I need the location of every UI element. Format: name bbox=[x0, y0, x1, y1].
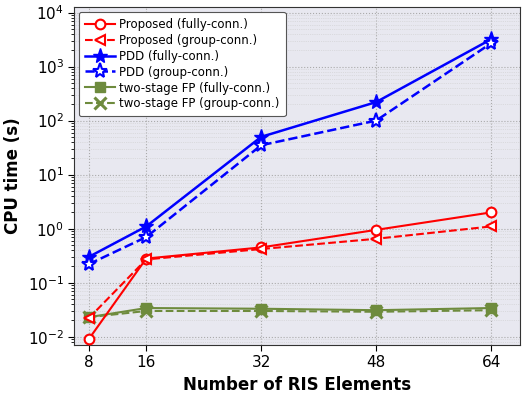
two-stage FP (fully-conn.) bbox=[258, 306, 264, 311]
Proposed (fully-conn.) bbox=[258, 245, 264, 250]
Line: two-stage FP (fully-conn.): two-stage FP (fully-conn.) bbox=[84, 303, 496, 322]
PDD (group-conn.) bbox=[258, 143, 264, 148]
Line: PDD (group-conn.): PDD (group-conn.) bbox=[81, 35, 499, 272]
Line: two-stage FP (group-conn.): two-stage FP (group-conn.) bbox=[83, 304, 497, 323]
Proposed (fully-conn.) bbox=[143, 256, 149, 261]
PDD (fully-conn.) bbox=[143, 224, 149, 229]
PDD (group-conn.) bbox=[373, 118, 379, 123]
PDD (fully-conn.) bbox=[488, 37, 494, 42]
Proposed (fully-conn.) bbox=[488, 210, 494, 215]
Line: Proposed (fully-conn.): Proposed (fully-conn.) bbox=[84, 207, 496, 344]
PDD (group-conn.) bbox=[488, 41, 494, 46]
Proposed (fully-conn.) bbox=[373, 228, 379, 232]
Proposed (group-conn.) bbox=[85, 316, 92, 321]
Proposed (group-conn.) bbox=[373, 236, 379, 241]
Y-axis label: CPU time (s): CPU time (s) bbox=[4, 118, 22, 234]
X-axis label: Number of RIS Elements: Number of RIS Elements bbox=[183, 376, 411, 394]
two-stage FP (group-conn.) bbox=[258, 308, 264, 313]
Line: Proposed (group-conn.): Proposed (group-conn.) bbox=[84, 222, 496, 323]
Proposed (group-conn.) bbox=[258, 247, 264, 252]
two-stage FP (group-conn.) bbox=[85, 315, 92, 320]
Legend: Proposed (fully-conn.), Proposed (group-conn.), PDD (fully-conn.), PDD (group-co: Proposed (fully-conn.), Proposed (group-… bbox=[79, 12, 286, 116]
PDD (group-conn.) bbox=[85, 262, 92, 267]
Proposed (group-conn.) bbox=[488, 224, 494, 229]
two-stage FP (group-conn.) bbox=[373, 309, 379, 314]
PDD (fully-conn.) bbox=[373, 100, 379, 105]
PDD (fully-conn.) bbox=[258, 135, 264, 139]
two-stage FP (fully-conn.) bbox=[85, 315, 92, 320]
Proposed (group-conn.) bbox=[143, 257, 149, 262]
Line: PDD (fully-conn.): PDD (fully-conn.) bbox=[81, 31, 499, 265]
Proposed (fully-conn.) bbox=[85, 337, 92, 341]
two-stage FP (fully-conn.) bbox=[488, 306, 494, 310]
two-stage FP (fully-conn.) bbox=[143, 306, 149, 310]
PDD (fully-conn.) bbox=[85, 255, 92, 259]
two-stage FP (group-conn.) bbox=[488, 308, 494, 312]
two-stage FP (fully-conn.) bbox=[373, 308, 379, 312]
PDD (group-conn.) bbox=[143, 235, 149, 240]
two-stage FP (group-conn.) bbox=[143, 308, 149, 313]
